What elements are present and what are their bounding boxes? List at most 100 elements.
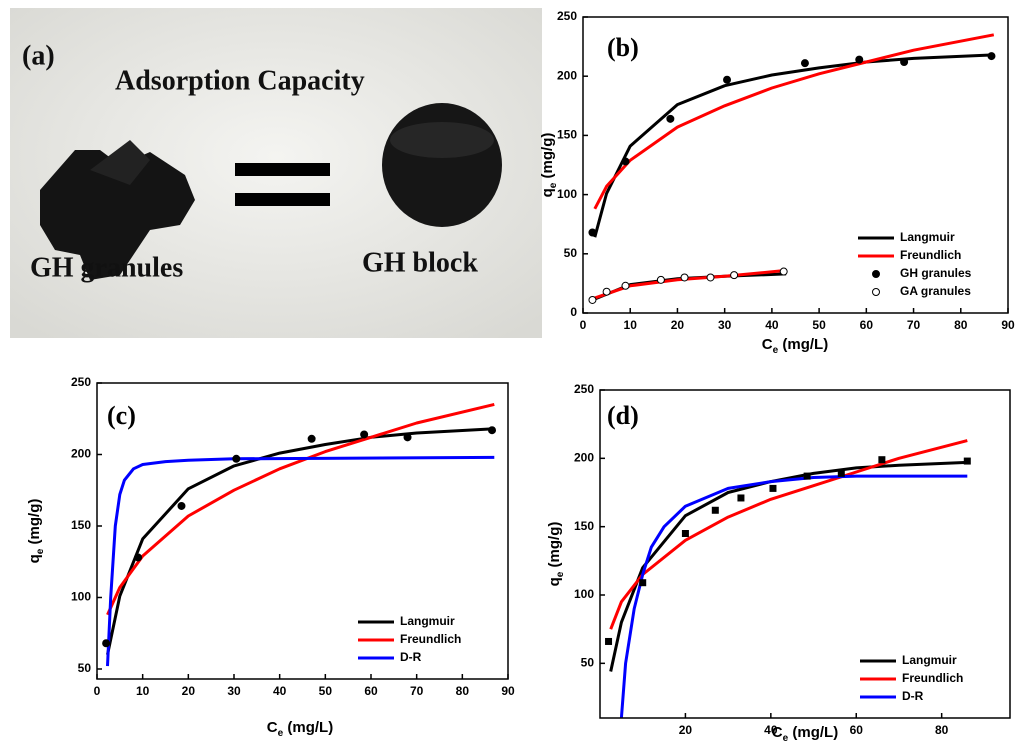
data-point [707,274,714,281]
y-tick-label: 50 [78,661,92,675]
x-axis-label: Ce (mg/L) [267,719,333,739]
chart: 0102030405060708090050100150200250Ce (mg… [539,9,1015,355]
x-tick-label: 0 [580,318,587,332]
y-tick-label: 200 [71,447,91,461]
y-tick-label: 250 [557,9,577,23]
x-tick-label: 80 [954,318,968,332]
legend-label: GA granules [900,284,971,298]
axis-label-part: C [772,724,783,741]
data-point [901,58,908,65]
data-point [103,640,110,647]
data-point [856,56,863,63]
data-point [878,456,885,463]
legend-label: GH granules [900,266,972,280]
legend-label: Freundlich [400,632,461,646]
data-point [605,638,612,645]
axis-label-part: (mg/g) [539,133,556,183]
data-point [622,282,629,289]
x-tick-label: 90 [1001,318,1015,332]
data-point [135,554,142,561]
data-point [603,288,610,295]
panel-label: (b) [607,33,639,62]
y-tick-label: 200 [574,451,594,465]
y-tick-label: 100 [71,590,91,604]
legend-marker [873,271,880,278]
legend-label: Freundlich [900,248,961,262]
legend-label: Langmuir [902,653,957,667]
data-point [769,485,776,492]
axis-label-part: q [546,577,563,586]
equals-bar [235,163,330,176]
data-point [724,76,731,83]
axis-label-part: (mg/L) [788,724,838,741]
y-tick-label: 100 [574,587,594,601]
x-tick-label: 50 [319,684,333,698]
photo-panel: (a) Adsorption Capacity GH granules GH b… [10,8,542,338]
plot-frame [600,390,1010,718]
data-point [988,53,995,60]
x-tick-label: 0 [94,684,101,698]
axis-label-part: (mg/g) [26,499,43,549]
x-tick-label: 60 [850,723,864,737]
data-point [681,274,688,281]
legend-label: Freundlich [902,671,963,685]
y-tick-label: 200 [557,68,577,82]
x-tick-label: 60 [364,684,378,698]
data-point [667,115,674,122]
data-point [404,434,411,441]
x-axis-label: Ce (mg/L) [772,724,838,744]
data-point [361,431,368,438]
data-point [804,473,811,480]
x-tick-label: 60 [860,318,874,332]
x-tick-label: 10 [624,318,638,332]
data-point [657,276,664,283]
axis-label-part: C [267,719,278,736]
page: {"photo": {"label": "(a)", "title": "Ads… [0,0,1036,746]
panel-label: (a) [22,40,55,71]
axis-label-part: C [762,336,773,353]
data-point [780,268,787,275]
data-point [489,427,496,434]
data-point [801,60,808,67]
y-tick-label: 150 [71,518,91,532]
x-tick-label: 80 [935,723,949,737]
y-tick-label: 50 [564,246,578,260]
data-point [682,530,689,537]
x-tick-label: 90 [501,684,515,698]
data-point [622,158,629,165]
x-tick-label: 50 [812,318,826,332]
data-point [308,435,315,442]
panel-label: (c) [107,401,136,430]
y-tick-label: 0 [570,305,577,319]
y-tick-label: 250 [71,375,91,389]
legend-label: D-R [400,650,422,664]
data-point [737,494,744,501]
data-point [639,579,646,586]
x-axis-label: Ce (mg/L) [762,336,828,356]
y-axis-label: qe (mg/g) [546,522,566,587]
x-tick-label: 20 [671,318,685,332]
x-tick-label: 40 [765,318,779,332]
axis-label-part: (mg/g) [546,522,563,572]
block-shape [382,103,502,227]
data-point [589,229,596,236]
x-tick-label: 70 [907,318,921,332]
x-tick-label: 80 [456,684,470,698]
axis-label-part: q [26,554,43,563]
fit-curve [108,404,495,614]
x-tick-label: 10 [136,684,150,698]
axis-label-part: (mg/L) [778,336,828,353]
data-point [233,455,240,462]
y-tick-label: 150 [574,519,594,533]
x-tick-label: 20 [679,723,693,737]
figure: (a) Adsorption Capacity GH granules GH b… [0,0,1036,746]
x-tick-label: 40 [273,684,287,698]
legend-label: Langmuir [900,230,955,244]
y-tick-label: 50 [581,656,595,670]
y-tick-label: 150 [557,128,577,142]
x-tick-label: 30 [718,318,732,332]
data-point [712,507,719,514]
x-tick-label: 30 [227,684,241,698]
y-tick-label: 250 [574,382,594,396]
